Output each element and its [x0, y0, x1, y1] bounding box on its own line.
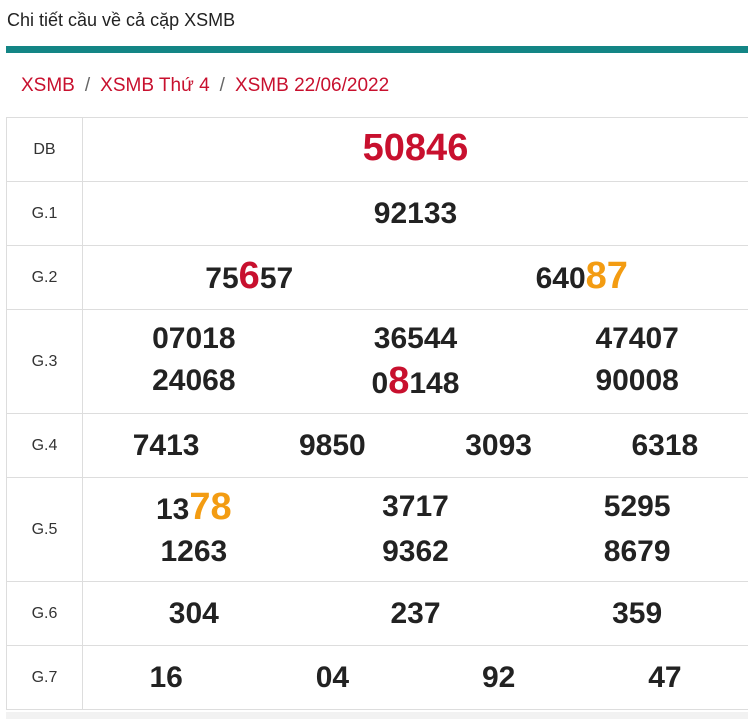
lottery-number: 07018	[83, 320, 305, 358]
prize-numbers: 304 237 359	[83, 582, 748, 645]
lottery-number: 1263	[83, 533, 305, 571]
prize-row: G.1 92133	[6, 182, 748, 246]
breadcrumb-link[interactable]: XSMB	[21, 75, 75, 96]
digits: 04	[315, 660, 350, 694]
prize-numbers: 1378 3717 5295 1263 9362 8679	[83, 478, 748, 581]
digits: 92133	[373, 196, 458, 230]
digits: 359	[612, 596, 663, 630]
digits: 13	[156, 493, 190, 526]
digits: 47407	[595, 322, 679, 355]
lottery-number: 04	[249, 659, 415, 697]
footer-strip	[6, 712, 748, 719]
digits: 75	[205, 262, 239, 295]
prize-label: G.3	[6, 310, 83, 413]
prize-label: DB	[6, 118, 83, 181]
prize-label: G.2	[6, 246, 83, 309]
prize-numbers: 75657 64087	[83, 246, 748, 309]
lottery-number: 92	[416, 659, 582, 697]
digits: 148	[409, 367, 460, 400]
lottery-number: 6318	[582, 427, 748, 465]
digits: 47	[648, 660, 682, 694]
prize-label: G.7	[6, 646, 83, 709]
lottery-number: 7413	[83, 427, 249, 465]
page-title: Chi tiết cầu về cả cặp XSMB	[7, 10, 236, 30]
digits: 57	[259, 262, 294, 295]
lottery-number: 5295	[526, 488, 748, 529]
lottery-number: 237	[305, 595, 527, 633]
lottery-number: 1378	[83, 488, 305, 529]
prize-numbers: 07018 36544 47407 24068 08148 90008	[83, 310, 748, 413]
digits: 237	[390, 596, 441, 630]
prize-label: G.5	[6, 478, 83, 581]
highlight-digits: 8	[388, 360, 410, 402]
prize-label: G.1	[6, 182, 83, 245]
lottery-number: 9362	[305, 533, 527, 571]
breadcrumb-separator: /	[219, 75, 225, 96]
breadcrumb-link[interactable]: XSMB Thứ 4	[100, 75, 210, 96]
digits: 0	[371, 367, 389, 400]
digits: 5295	[603, 490, 671, 523]
lottery-number: 50846	[83, 129, 748, 170]
highlight-digits: 87	[585, 255, 628, 297]
digits: 1263	[160, 535, 228, 568]
lottery-number: 75657	[83, 257, 416, 298]
breadcrumb: XSMB / XSMB Thứ 4 / XSMB 22/06/2022	[21, 75, 389, 97]
prize-row: G.3 07018 36544 47407 24068 08148 90008	[6, 310, 748, 414]
breadcrumb-link[interactable]: XSMB 22/06/2022	[234, 75, 390, 96]
results-table: DB 50846 G.1 92133 G.2 75657 64087 G.3 07018 3654…	[6, 117, 748, 710]
lottery-number: 90008	[526, 362, 748, 403]
prize-numbers: 92133	[83, 182, 748, 245]
prize-label: G.4	[6, 414, 83, 477]
prize-row: G.2 75657 64087	[6, 246, 748, 310]
prize-label: G.6	[6, 582, 83, 645]
digits: 3717	[382, 490, 449, 523]
digits: 90008	[595, 364, 679, 397]
digits: 9850	[299, 428, 366, 462]
digits: 24068	[152, 364, 236, 397]
digits: 9362	[382, 535, 449, 568]
digits: 3093	[465, 428, 532, 462]
prize-numbers: 16 04 92 47	[83, 646, 748, 709]
digits: 16	[149, 660, 183, 694]
lottery-number: 47	[582, 659, 748, 697]
header-bar	[6, 46, 748, 53]
lottery-number: 08148	[305, 362, 527, 403]
lottery-number: 3717	[305, 488, 527, 529]
digits: 36544	[373, 322, 458, 355]
prize-numbers: 7413 9850 3093 6318	[83, 414, 748, 477]
digits: 92	[481, 660, 516, 694]
prize-row: G.5 1378 3717 5295 1263 9362 8679	[6, 478, 748, 582]
prize-row: DB 50846	[6, 118, 748, 182]
lottery-number: 16	[83, 659, 249, 697]
prize-numbers: 50846	[83, 118, 748, 181]
lottery-number: 36544	[305, 320, 527, 358]
highlight-digits: 50846	[362, 127, 469, 169]
digits: 640	[535, 262, 586, 295]
highlight-digits: 6	[238, 255, 260, 297]
lottery-number: 359	[526, 595, 748, 633]
digits: 304	[168, 596, 219, 630]
digits: 07018	[152, 322, 236, 355]
prize-row: G.4 7413 9850 3093 6318	[6, 414, 748, 478]
lottery-number: 3093	[416, 427, 582, 465]
digits: 6318	[631, 428, 699, 462]
lottery-number: 47407	[526, 320, 748, 358]
lottery-number: 8679	[526, 533, 748, 571]
lottery-number: 304	[83, 595, 305, 633]
prize-row: G.6 304 237 359	[6, 582, 748, 646]
digits: 8679	[603, 535, 671, 568]
prize-row: G.7 16 04 92 47	[6, 646, 748, 710]
lottery-number: 64087	[416, 257, 748, 298]
lottery-number: 9850	[249, 427, 415, 465]
lottery-number: 92133	[83, 195, 748, 233]
digits: 7413	[132, 428, 200, 462]
breadcrumb-separator: /	[84, 75, 91, 96]
lottery-number: 24068	[83, 362, 305, 403]
highlight-digits: 78	[189, 486, 232, 528]
